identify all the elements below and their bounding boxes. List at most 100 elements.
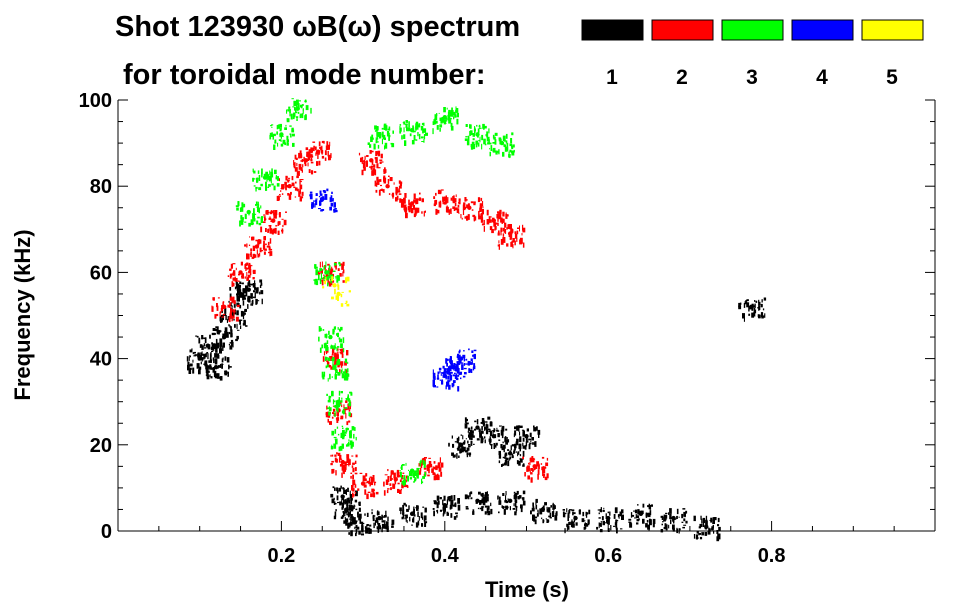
speckle-2-8-0 [334, 352, 337, 359]
speckle-1-15-21 [532, 502, 534, 507]
speckle-1-15-14 [552, 502, 554, 507]
speckle-1-24-19 [501, 464, 503, 467]
speckle-1-8-36 [342, 510, 345, 513]
speckle-3-0-33 [256, 206, 259, 208]
speckle-2-10-8 [334, 457, 337, 462]
speckle-3-6-28 [344, 368, 347, 375]
speckle-3-5-37 [318, 326, 321, 332]
speckle-2-9-14 [343, 408, 346, 410]
speckle-3-11-10 [432, 128, 434, 135]
speckle-2-16-30 [418, 197, 422, 201]
speckle-5-1-7 [340, 303, 344, 307]
speckle-1-25-29 [535, 426, 538, 431]
speckle-3-3-20 [301, 104, 304, 106]
speckle-3-12-38 [477, 142, 480, 147]
speckle-4-2-39 [465, 358, 468, 361]
speckle-1-5-21 [233, 302, 236, 308]
speckle-3-2-9 [273, 144, 276, 150]
speckle-1-24-18 [522, 463, 525, 465]
speckle-1-23-34 [482, 437, 484, 440]
speckle-3-2-15 [269, 134, 272, 140]
speckle-1-20-17 [693, 515, 696, 522]
speckle-2-6-38 [323, 140, 325, 144]
speckle-2-5-28 [298, 152, 301, 159]
speckle-1-4-35 [241, 311, 244, 314]
speckle-1-14-29 [522, 497, 525, 501]
speckle-1-16-35 [567, 525, 570, 530]
speckle-1-5-28 [228, 300, 230, 303]
speckle-1-1-5 [199, 344, 203, 348]
speckle-2-12-4 [390, 487, 392, 491]
speckle-3-10-18 [423, 134, 426, 140]
speckle-2-20-17 [497, 223, 499, 226]
speckle-3-9-35 [376, 141, 379, 143]
speckle-3-0-7 [240, 207, 242, 209]
speckle-1-14-32 [505, 495, 507, 502]
speckle-1-2-26 [205, 365, 208, 371]
speckle-3-12-7 [470, 143, 474, 150]
speckle-3-14-32 [399, 470, 401, 472]
speckle-3-12-23 [467, 135, 470, 141]
speckle-1-11-37 [424, 521, 427, 527]
speckle-1-20-38 [709, 528, 711, 532]
speckle-3-2-1 [290, 133, 292, 138]
speckle-2-18-0 [461, 217, 463, 220]
speckle-3-14-37 [422, 476, 425, 479]
speckle-1-4-39 [221, 315, 224, 321]
speckle-2-4-16 [279, 194, 281, 195]
speckle-3-13-8 [513, 149, 515, 153]
speckle-1-17-24 [616, 520, 619, 522]
speckle-2-3-29 [267, 228, 270, 233]
speckle-2-17-12 [444, 196, 446, 199]
speckle-2-14-29 [365, 162, 368, 167]
speckle-3-14-33 [409, 477, 412, 480]
speckle-3-9-0 [376, 137, 379, 140]
speckle-2-3-6 [274, 210, 278, 216]
speckle-2-12-21 [390, 470, 394, 475]
speckle-2-5-8 [306, 151, 309, 157]
speckle-4-2-16 [457, 362, 461, 365]
speckle-3-5-7 [339, 328, 341, 332]
speckle-3-10-9 [423, 128, 427, 133]
speckle-4-3-36 [455, 364, 458, 370]
speckle-2-13-23 [435, 474, 438, 481]
speckle-2-16-19 [410, 208, 414, 214]
speckle-1-7-5 [333, 497, 335, 501]
speckle-1-10-21 [369, 524, 372, 527]
speckle-2-7-20 [341, 264, 344, 269]
speckle-2-2-0 [248, 244, 251, 246]
speckle-2-19-34 [491, 229, 494, 234]
speckle-3-3-2 [299, 100, 301, 102]
speckle-2-12-17 [394, 477, 398, 480]
speckle-1-6-18 [254, 287, 257, 290]
speckle-2-1-1 [252, 277, 255, 280]
speckle-2-16-35 [413, 199, 416, 203]
speckle-2-13-16 [427, 474, 430, 477]
speckle-2-0-2 [219, 311, 221, 317]
speckle-2-17-13 [442, 200, 444, 205]
speckle-1-17-23 [600, 507, 602, 513]
speckle-1-18-5 [649, 519, 652, 526]
speckle-3-11-31 [432, 121, 435, 125]
speckle-2-1-18 [232, 263, 236, 265]
speckle-3-13-32 [506, 142, 509, 148]
speckle-1-11-31 [415, 507, 417, 509]
speckle-1-13-39 [470, 497, 473, 500]
speckle-2-20-21 [506, 243, 509, 247]
speckle-2-7-13 [320, 269, 323, 274]
speckle-1-12-9 [457, 498, 460, 504]
speckle-1-21-10 [458, 455, 460, 458]
speckle-2-5-19 [299, 150, 302, 155]
speckle-2-11-19 [366, 493, 369, 500]
speckle-1-13-21 [470, 491, 473, 495]
speckle-1-15-7 [547, 519, 550, 523]
speckle-3-6-40 [343, 375, 346, 381]
speckle-1-17-1 [617, 514, 620, 518]
speckle-2-12-26 [399, 489, 402, 494]
speckle-2-0-36 [236, 304, 240, 308]
speckle-2-20-16 [516, 230, 519, 235]
speckle-1-12-4 [450, 495, 453, 500]
speckle-2-11-22 [371, 478, 375, 482]
speckle-2-4-11 [301, 191, 304, 196]
